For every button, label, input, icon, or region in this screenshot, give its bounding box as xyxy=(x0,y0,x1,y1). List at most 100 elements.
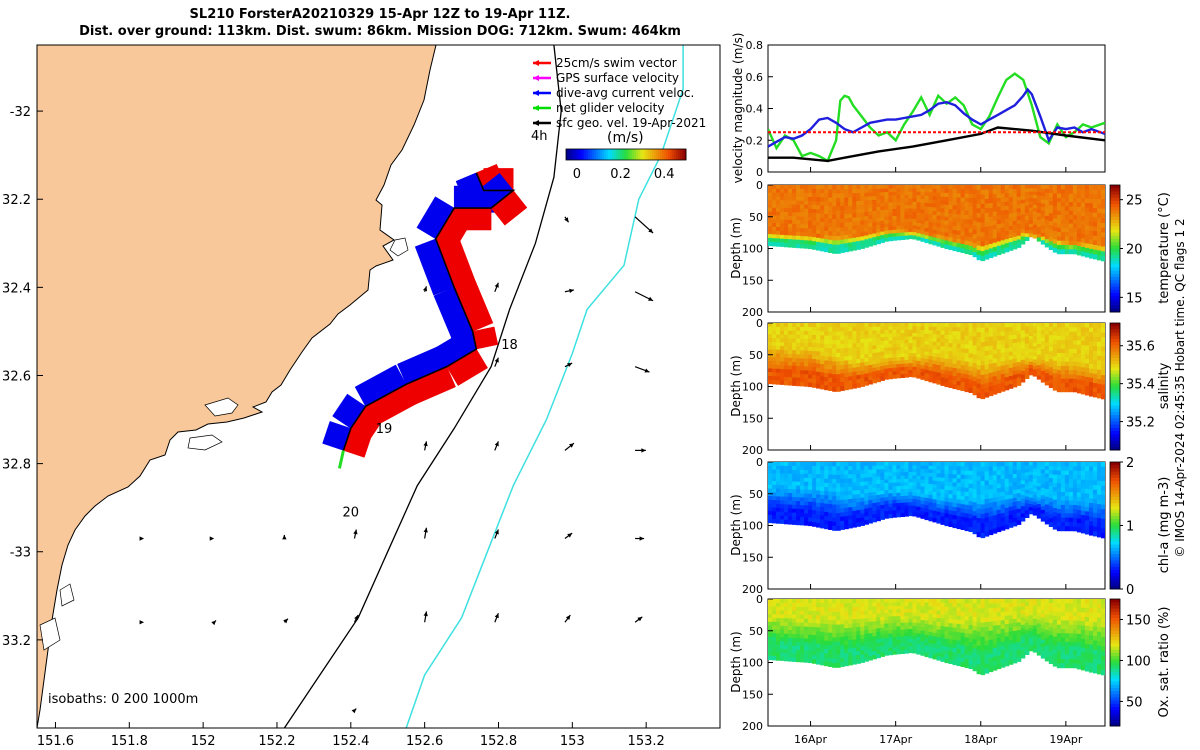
section-cell xyxy=(880,465,885,470)
section-cell xyxy=(1060,466,1066,472)
section-colorbar-step xyxy=(1110,229,1120,234)
section-cell xyxy=(1000,340,1006,345)
section-cell xyxy=(812,367,817,372)
section-cell xyxy=(920,344,926,349)
section-cell xyxy=(840,508,845,514)
section-cell xyxy=(832,641,837,647)
section-cell xyxy=(1068,522,1074,527)
map-ytick-label: -32 xyxy=(10,105,31,120)
section-cell xyxy=(796,196,801,202)
section-cell xyxy=(984,485,990,491)
section-cell xyxy=(1048,323,1054,328)
section-cell xyxy=(792,212,797,217)
section-cell xyxy=(1000,382,1006,388)
section-cell xyxy=(844,368,849,374)
section-cell xyxy=(960,386,966,391)
section-cell xyxy=(860,370,865,376)
section-cell xyxy=(900,472,905,477)
section-cell xyxy=(996,522,1002,528)
section-cell xyxy=(892,479,897,484)
section-cell xyxy=(892,640,897,645)
section-cell xyxy=(1060,387,1066,393)
section-cell xyxy=(788,323,793,328)
section-cell xyxy=(988,243,994,249)
section-cell xyxy=(772,226,777,232)
section-cell xyxy=(940,381,946,386)
section-cell xyxy=(1024,374,1030,379)
section-cell xyxy=(936,349,942,355)
section-cell xyxy=(988,203,994,209)
section-cell xyxy=(1101,370,1105,376)
section-cell xyxy=(768,648,773,653)
section-ytick-label: 100 xyxy=(742,243,763,256)
section-cell xyxy=(876,330,881,335)
section-cell xyxy=(804,362,809,367)
section-cell xyxy=(948,193,954,198)
section-cell xyxy=(804,208,809,214)
section-cell xyxy=(880,362,885,367)
section-cell xyxy=(928,378,934,383)
section-cell xyxy=(780,488,785,494)
section-cell xyxy=(1012,517,1018,523)
section-cell xyxy=(980,222,986,228)
section-cell xyxy=(880,472,885,477)
section-cell xyxy=(976,494,982,500)
section-cell xyxy=(788,657,793,662)
section-cell xyxy=(1016,481,1022,486)
section-cell xyxy=(872,241,877,246)
section-cell xyxy=(1048,347,1054,352)
section-cell xyxy=(792,192,797,198)
section-cell xyxy=(996,479,1002,485)
section-cell xyxy=(836,517,841,523)
section-cell xyxy=(832,521,837,527)
section-cell xyxy=(780,618,785,623)
section-cell xyxy=(1093,346,1098,352)
section-cell xyxy=(980,528,986,534)
section-cell xyxy=(872,473,877,478)
section-colorbar-step xyxy=(1110,554,1120,558)
section-cell xyxy=(1101,222,1105,229)
section-cell xyxy=(836,197,841,203)
section-cell xyxy=(1008,478,1014,483)
section-cell xyxy=(780,346,785,351)
section-cell xyxy=(972,524,978,530)
section-cell xyxy=(1080,475,1086,481)
section-cell xyxy=(1024,236,1030,241)
section-cell xyxy=(868,372,873,377)
section-cell xyxy=(864,512,869,517)
section-cell xyxy=(944,216,950,222)
section-cell xyxy=(888,602,893,607)
section-cell xyxy=(1084,502,1090,508)
section-cell xyxy=(1068,331,1074,337)
section-cell xyxy=(848,351,853,357)
section-cell xyxy=(916,479,921,484)
section-cell xyxy=(836,620,841,626)
section-cell xyxy=(1028,484,1034,489)
section-cell xyxy=(780,196,785,201)
section-cell xyxy=(960,331,966,337)
section-cell xyxy=(792,497,797,502)
section-cell xyxy=(972,367,978,373)
section-cell xyxy=(944,517,950,523)
section-cell xyxy=(1097,337,1102,343)
section-cell xyxy=(956,239,962,244)
section-cell xyxy=(1068,236,1074,242)
section-cell xyxy=(1008,197,1014,202)
section-cell xyxy=(1056,348,1062,354)
section-cell xyxy=(936,185,942,190)
section-cell xyxy=(952,507,958,512)
section-cell xyxy=(900,198,905,203)
section-cell xyxy=(828,611,833,617)
section-cell xyxy=(772,192,777,197)
section-cell xyxy=(796,208,801,213)
section-cell xyxy=(940,323,946,328)
section-cell xyxy=(932,352,938,358)
section-cell xyxy=(976,379,982,385)
section-cell xyxy=(1076,470,1082,476)
section-cell xyxy=(1032,505,1038,509)
section-cell xyxy=(944,473,950,479)
section-cell xyxy=(1012,466,1018,471)
section-cell xyxy=(1032,468,1038,473)
section-cell xyxy=(788,610,793,616)
section-cell xyxy=(1020,232,1026,238)
